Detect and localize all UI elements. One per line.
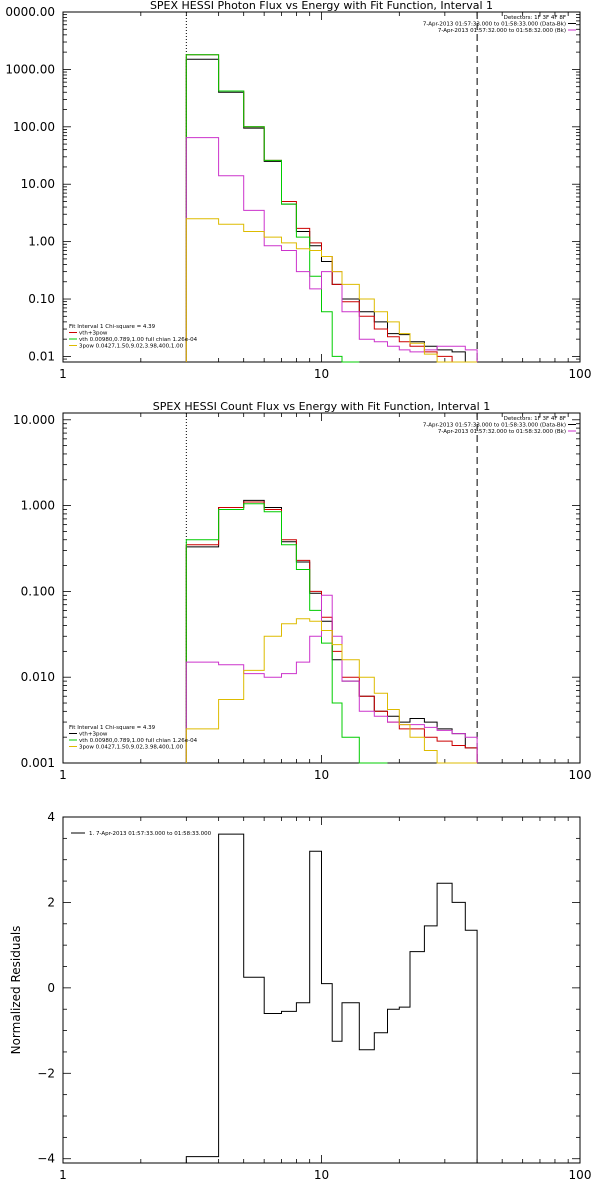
x-tick-label: 100 — [569, 367, 592, 381]
x-tick-label: 100 — [569, 1168, 592, 1182]
detector-header-line: 7-Apr-2013 01:57:32.000 to 01:58:32.000 … — [438, 429, 566, 435]
y-tick-label: 0000.00 — [5, 5, 55, 19]
detector-header-line: 7-Apr-2013 01:57:32.000 to 01:58:32.000 … — [438, 28, 566, 34]
x-tick-label: 10 — [314, 367, 329, 381]
chart-title: SPEX HESSI Photon Flux vs Energy with Fi… — [150, 0, 493, 12]
y-tick-label: −2 — [37, 1066, 55, 1080]
detector-header-line: 7-Apr-2013 01:57:33.000 to 01:58:33.000 … — [423, 22, 566, 28]
legend-entry: Fit Interval 1 Chi-square = 4.39 — [69, 324, 156, 330]
x-tick-label: 10 — [314, 768, 329, 782]
legend-entry: vth+3pow — [79, 732, 108, 738]
series-line-5 — [185, 618, 478, 764]
legend-entry: Fit Interval 1 Chi-square = 4.39 — [69, 725, 156, 731]
y-tick-label: 1000.00 — [5, 62, 55, 76]
y-tick-label: 0.010 — [21, 670, 55, 684]
y-tick-label: 0.10 — [28, 292, 55, 306]
y-tick-label: 0.001 — [21, 756, 55, 770]
panel-2: SPEX HESSI Count Flux vs Energy with Fit… — [13, 400, 591, 782]
legend-entry: 1. 7-Apr-2013 01:57:33.000 to 01:58:33.0… — [89, 831, 212, 837]
series-line-5 — [185, 218, 478, 363]
x-tick-label: 10 — [314, 1168, 329, 1182]
y-tick-label: 0 — [47, 981, 55, 995]
y-tick-label: 0.01 — [28, 349, 55, 363]
detector-header-line: Detectors: 1F 3F 4F 8F — [504, 15, 566, 21]
y-tick-label: 1.000 — [21, 499, 55, 513]
y-axis-label: Normalized Residuals — [9, 926, 23, 1055]
y-tick-label: −4 — [37, 1152, 55, 1166]
y-tick-label: 4 — [47, 810, 55, 824]
legend-entry: vth 0.00980,0.789,1.00 full chian 1.26e-… — [79, 337, 198, 343]
plot-frame — [62, 412, 581, 764]
y-tick-label: 10.00 — [21, 177, 55, 191]
legend-entry: vth 0.00980,0.789,1.00 full chian 1.26e-… — [79, 738, 198, 744]
y-tick-label: 10.000 — [13, 413, 55, 427]
series-line-3 — [185, 54, 360, 363]
y-tick-label: 1.00 — [28, 235, 55, 249]
series-line-4 — [185, 137, 478, 362]
panel-3: 1 10 100 −4 −2 0 2 4 Normalized Residuals 1. 7-Ap… — [9, 810, 591, 1182]
series-line-4 — [185, 594, 478, 763]
x-tick-label: 1 — [59, 367, 67, 381]
chart-title: SPEX HESSI Count Flux vs Energy with Fit… — [153, 400, 490, 413]
legend-entry: vth+3pow — [79, 331, 108, 337]
legend-entry: 3pow 0.0427,1.50,9.02,3.98,400,1.00 — [79, 745, 184, 751]
panel-1: SPEX HESSI Photon Flux vs Energy with Fi… — [5, 0, 591, 381]
y-tick-label: 2 — [47, 895, 55, 909]
legend-entry: 3pow 0.0427,1.50,9.02,3.98,400,1.00 — [79, 344, 184, 350]
x-tick-label: 1 — [59, 1168, 67, 1182]
y-tick-label: 100.00 — [13, 120, 55, 134]
detector-header-line: 7-Apr-2013 01:57:33.000 to 01:58:33.000 … — [423, 423, 566, 429]
x-tick-label: 100 — [569, 768, 592, 782]
x-tick-label: 1 — [59, 768, 67, 782]
detector-header-line: Detectors: 1F 3F 4F 8F — [504, 416, 566, 422]
series-line-3 — [185, 503, 388, 764]
y-tick-label: 0.100 — [21, 584, 55, 598]
series-line-1 — [185, 833, 478, 1163]
